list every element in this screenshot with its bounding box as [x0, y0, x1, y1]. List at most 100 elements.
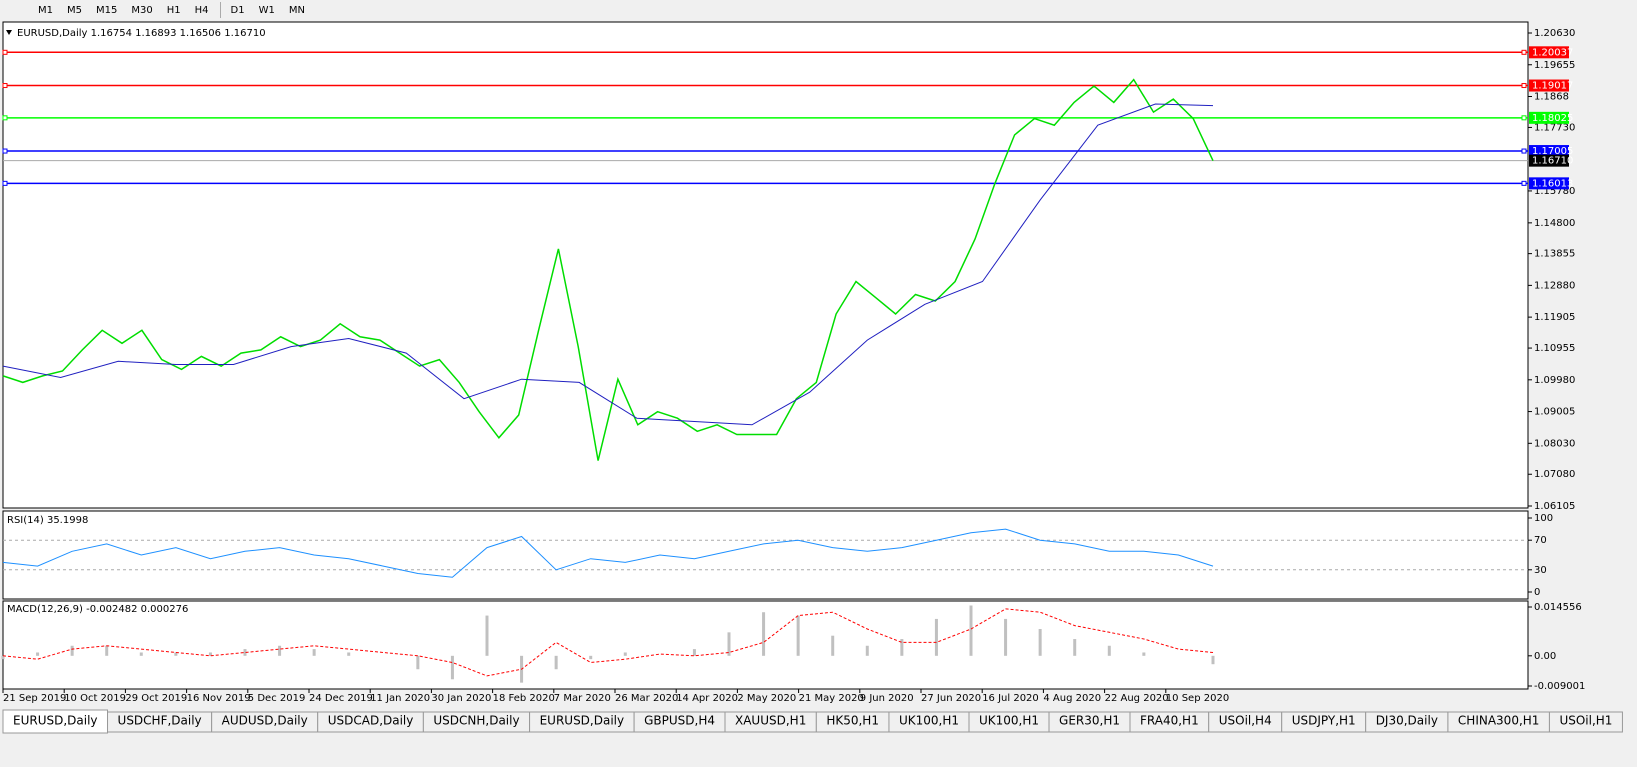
- timeframe-button[interactable]: H1: [167, 5, 181, 16]
- y-tick-label: 1.07080: [1534, 469, 1575, 480]
- tab-label[interactable]: AUDUSD,Daily: [222, 714, 308, 728]
- price-label: 1.16013: [1532, 178, 1573, 189]
- price-label-bg: [1529, 145, 1569, 158]
- x-tick-label: 16 Jul 2020: [982, 693, 1039, 704]
- x-tick-label: 24 Dec 2019: [309, 693, 373, 704]
- level-handle: [2, 180, 8, 186]
- series-line: [2, 608, 1214, 677]
- tab-label[interactable]: FRA40,H1: [1140, 714, 1199, 728]
- price-label: 1.17005: [1532, 146, 1573, 157]
- tab[interactable]: [1548, 711, 1623, 733]
- price-label-bg: [1529, 111, 1569, 124]
- y-tick-label: -0.009001: [1534, 681, 1585, 692]
- y-tick-label: 1.06105: [1534, 501, 1575, 512]
- level-handle: [2, 83, 8, 89]
- x-tick-label: 7 Mar 2020: [554, 693, 611, 704]
- x-tick-label: 16 Nov 2019: [187, 693, 251, 704]
- y-tick-label: 1.19655: [1534, 60, 1575, 71]
- x-tick-label: 2 May 2020: [737, 693, 796, 704]
- y-tick-label: 1.10955: [1534, 343, 1575, 354]
- tab-label[interactable]: UK100,H1: [979, 714, 1039, 728]
- x-tick-label: 14 Apr 2020: [676, 693, 738, 704]
- level-handle: [1521, 148, 1527, 154]
- tab-label[interactable]: CHINA300,H1: [1458, 714, 1540, 728]
- x-tick-label: 22 Aug 2020: [1105, 693, 1169, 704]
- timeframe-button[interactable]: M15: [96, 5, 117, 16]
- x-tick-label: 30 Jan 2020: [431, 693, 491, 704]
- tab-label[interactable]: USOil,H4: [1219, 714, 1272, 728]
- main-plot: [2, 21, 1529, 509]
- y-tick-label: 0: [1534, 587, 1540, 598]
- y-tick-label: 1.15780: [1534, 186, 1575, 197]
- x-tick-label: 5 Dec 2019: [248, 693, 306, 704]
- x-tick-label: 9 Jun 2020: [860, 693, 914, 704]
- y-tick-label: 1.13855: [1534, 249, 1575, 260]
- tab-label[interactable]: USDCAD,Daily: [328, 714, 414, 728]
- tab-label[interactable]: UK100,H1: [899, 714, 959, 728]
- x-tick-label: 29 Oct 2019: [125, 693, 187, 704]
- y-tick-label: 1.20630: [1534, 28, 1575, 39]
- x-tick-label: 11 Jan 2020: [370, 693, 430, 704]
- level-handle: [2, 49, 8, 55]
- x-tick-label: 4 Aug 2020: [1043, 693, 1101, 704]
- level-handle: [1521, 115, 1527, 121]
- level-handle: [1521, 180, 1527, 186]
- series-line: [2, 103, 1214, 426]
- price-label: 1.16710: [1532, 156, 1573, 167]
- y-tick-label: 1.1868: [1534, 92, 1569, 103]
- tab-label[interactable]: DJ30,Daily: [1376, 714, 1438, 728]
- timeframe-button[interactable]: W1: [259, 5, 275, 16]
- y-tick-label: 1.09980: [1534, 375, 1575, 386]
- y-tick-label: 1.08030: [1534, 438, 1575, 449]
- panel-title: MACD(12,26,9) -0.002482 0.000276: [7, 604, 188, 615]
- y-tick-label: 1.12880: [1534, 280, 1575, 291]
- x-tick-label: 21 Sep 2019: [3, 693, 66, 704]
- toolbar: [0, 0, 1637, 21]
- price-label-bg: [1529, 46, 1569, 59]
- price-label: 1.18025: [1532, 113, 1573, 124]
- tab-label[interactable]: XAUUSD,H1: [735, 714, 806, 728]
- y-tick-label: 100: [1534, 513, 1553, 524]
- tab-label[interactable]: USDJPY,H1: [1292, 714, 1356, 728]
- y-tick-label: 1.09005: [1534, 407, 1575, 418]
- y-tick-label: 1.17730: [1534, 122, 1575, 133]
- tab-label[interactable]: EURUSD,Daily: [540, 714, 625, 728]
- y-tick-label: 1.14800: [1534, 218, 1575, 229]
- x-tick-label: 10 Oct 2019: [64, 693, 126, 704]
- timeframe-button[interactable]: M1: [38, 5, 53, 16]
- series-line: [2, 528, 1214, 578]
- price-label: 1.19017: [1532, 81, 1573, 92]
- y-tick-label: 70: [1534, 535, 1547, 546]
- timeframe-button[interactable]: M5: [67, 5, 82, 16]
- level-handle: [2, 148, 8, 154]
- y-tick-label: 0.014556: [1534, 602, 1582, 613]
- price-label-bg: [1529, 79, 1569, 92]
- level-handle: [2, 115, 8, 121]
- x-tick-label: 27 Jun 2020: [921, 693, 981, 704]
- tab-label[interactable]: EURUSD,Daily: [13, 714, 98, 728]
- tab-label[interactable]: USDCNH,Daily: [433, 714, 519, 728]
- macd-plot: [2, 600, 1529, 690]
- timeframe-button[interactable]: M30: [131, 5, 152, 16]
- price-label-bg: [1529, 154, 1569, 167]
- price-label-bg: [1529, 177, 1569, 190]
- x-tick-label: 21 May 2020: [799, 693, 864, 704]
- x-tick-label: 18 Feb 2020: [493, 693, 555, 704]
- y-tick-label: 30: [1534, 565, 1547, 576]
- timeframe-button[interactable]: H4: [195, 5, 209, 16]
- timeframe-button[interactable]: MN: [289, 5, 305, 16]
- tab-label[interactable]: GER30,H1: [1059, 714, 1120, 728]
- series-line: [2, 78, 1214, 461]
- level-handle: [1521, 83, 1527, 89]
- panel-title: EURUSD,Daily 1.16754 1.16893 1.16506 1.1…: [17, 28, 266, 39]
- x-tick-label: 10 Sep 2020: [1166, 693, 1229, 704]
- timeframe-button[interactable]: D1: [231, 5, 245, 16]
- tab-label[interactable]: GBPUSD,H4: [644, 714, 715, 728]
- tab-label[interactable]: USOil,H1: [1559, 714, 1612, 728]
- tab-label[interactable]: USDCHF,Daily: [118, 714, 202, 728]
- y-tick-label: 0.00: [1534, 651, 1556, 662]
- y-tick-label: 1.11905: [1534, 312, 1575, 323]
- tab-label[interactable]: HK50,H1: [826, 714, 879, 728]
- x-tick-label: 26 Mar 2020: [615, 693, 678, 704]
